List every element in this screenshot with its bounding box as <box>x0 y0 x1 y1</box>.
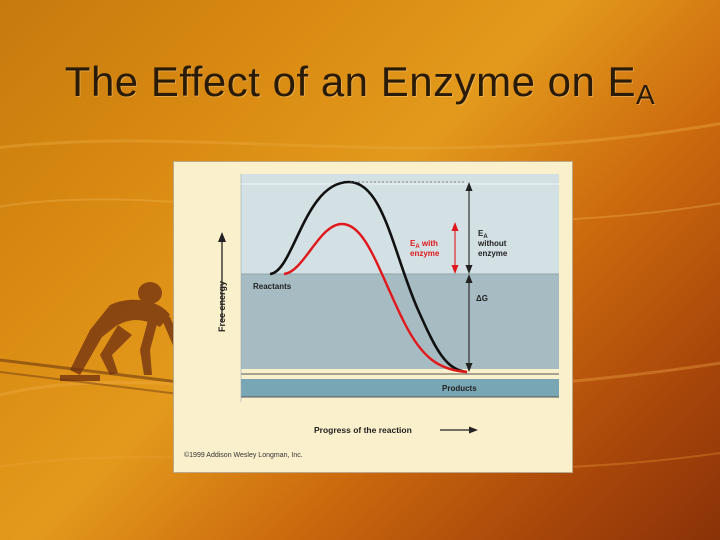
ea-without-arrowhead-bottom <box>465 265 473 274</box>
ea-without-label-line1: EA <box>478 229 488 240</box>
products-label: Products <box>442 384 477 393</box>
ea-without-label-line2: without <box>477 239 507 248</box>
delta-g-arrowhead-top <box>465 274 473 283</box>
slide-title-subscript: A <box>636 79 656 110</box>
ea-with-arrowhead-bottom <box>451 265 459 274</box>
ea-with-label-line2: enzyme <box>410 249 440 258</box>
x-axis-arrowhead <box>469 426 478 434</box>
energy-diagram: Free energy EA with enzyme EA without en… <box>173 161 573 473</box>
energy-diagram-svg: Free energy EA with enzyme EA without en… <box>174 162 572 472</box>
reactants-label: Reactants <box>253 282 292 291</box>
y-axis-arrowhead <box>218 232 226 242</box>
middle-band <box>241 274 559 369</box>
products-band <box>241 379 559 397</box>
delta-g-arrowhead-bottom <box>465 363 473 372</box>
ea-with-label-line1: EA with <box>410 239 438 250</box>
x-axis-label: Progress of the reaction <box>314 425 412 435</box>
y-axis-label: Free energy <box>217 281 227 332</box>
slide-title: The Effect of an Enzyme on EA <box>0 58 720 111</box>
copyright-text: ©1999 Addison Wesley Longman, Inc. <box>184 452 303 459</box>
curve-without-enzyme <box>269 180 468 374</box>
ea-with-arrowhead-top <box>451 222 459 231</box>
ea-without-arrowhead-top <box>465 182 473 191</box>
curve-with-enzyme <box>283 222 468 374</box>
slide-title-text: The Effect of an Enzyme on E <box>64 58 636 105</box>
delta-g-label: ΔG <box>476 294 488 303</box>
ea-without-label-line3: enzyme <box>478 249 508 258</box>
